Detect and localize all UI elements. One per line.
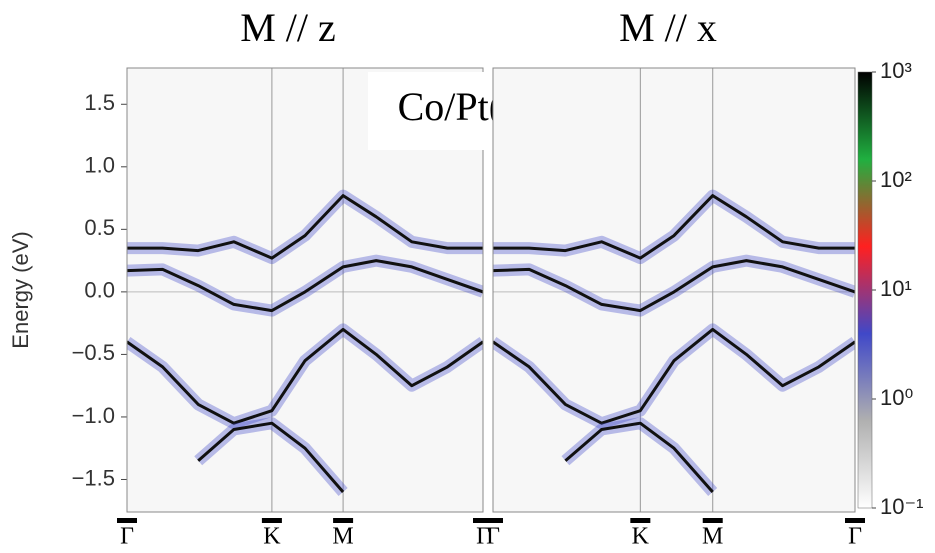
y-tick-label: 1.5 xyxy=(84,90,115,115)
band xyxy=(493,327,855,425)
x-tick-label: Γ xyxy=(476,524,490,550)
x-tick-label: M xyxy=(702,524,723,550)
x-tick-bar xyxy=(261,518,282,523)
plot-area xyxy=(493,68,855,512)
colorbar-tick-label: 10⁻¹ xyxy=(880,494,923,519)
plot-frame xyxy=(126,67,484,513)
colorbar-tick-label: 10¹ xyxy=(880,276,912,301)
band xyxy=(127,327,483,425)
x-tick-bar xyxy=(630,518,651,523)
y-tick-label: 0.5 xyxy=(84,215,115,240)
x-tick-label: K xyxy=(632,524,650,550)
x-tick-bar xyxy=(117,518,137,523)
bands xyxy=(127,189,483,496)
x-tick-bar xyxy=(333,518,354,523)
band xyxy=(493,259,855,313)
band xyxy=(493,194,855,260)
x-tick-label: M xyxy=(332,524,353,550)
panel-title: M // x xyxy=(619,5,717,50)
y-tick-label: 1.0 xyxy=(84,153,115,178)
y-tick-label: 0.0 xyxy=(84,278,115,303)
x-tick-label: Γ xyxy=(848,524,862,550)
x-tick-label: Γ xyxy=(120,524,134,550)
band xyxy=(127,259,483,313)
band xyxy=(127,194,483,260)
bands xyxy=(493,189,855,496)
y-tick-label: −0.5 xyxy=(72,340,115,365)
colorbar xyxy=(857,71,873,509)
band xyxy=(197,421,345,493)
panel-title: M // z xyxy=(240,5,336,50)
x-tick-label: Γ xyxy=(486,524,500,550)
x-tick-label: K xyxy=(263,524,281,550)
x-tick-bar xyxy=(483,518,503,523)
x-tick-bar xyxy=(845,518,865,523)
y-tick-label: −1.0 xyxy=(72,403,115,428)
band xyxy=(564,421,714,493)
plot-frame xyxy=(492,67,856,513)
y-tick-label: −1.5 xyxy=(72,465,115,490)
x-tick-bar xyxy=(702,518,723,523)
colorbar-tick-label: 10² xyxy=(880,167,912,192)
colorbar-tick-label: 10³ xyxy=(880,58,912,83)
colorbar-tick-label: 10⁰ xyxy=(880,385,913,410)
y-axis-label: Energy (eV) xyxy=(8,231,33,348)
